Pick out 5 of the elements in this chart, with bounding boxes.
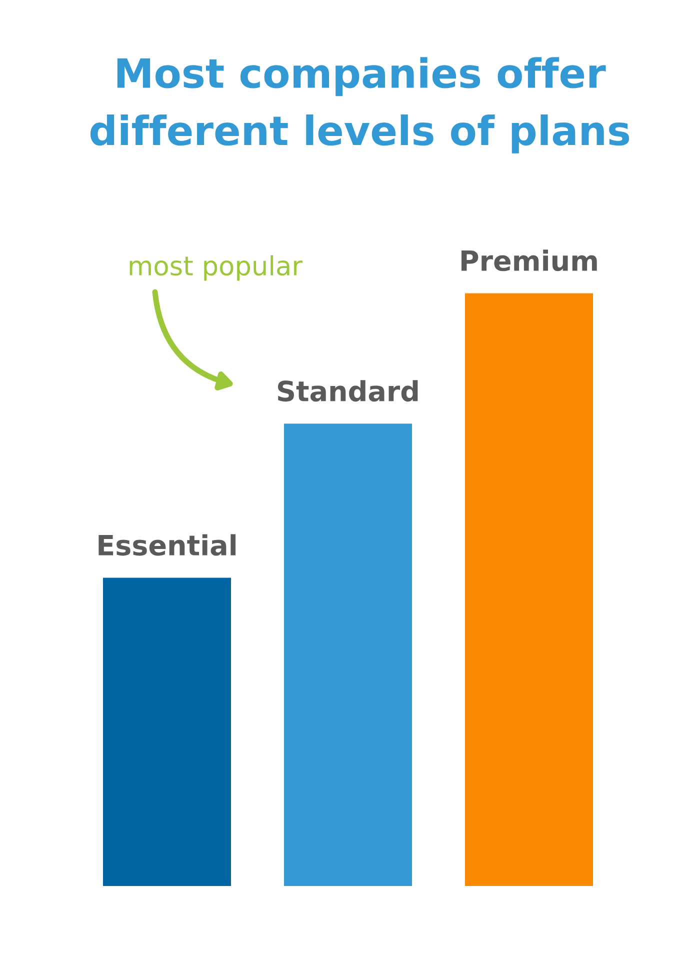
x-tick-label: Standard [278, 380, 418, 402]
x-tick-label: Essential [98, 534, 236, 556]
x-tick-label: Premium [462, 250, 597, 272]
chart-title: Most companies offer different levels of plans [90, 57, 630, 154]
text: most popular [130, 255, 303, 281]
